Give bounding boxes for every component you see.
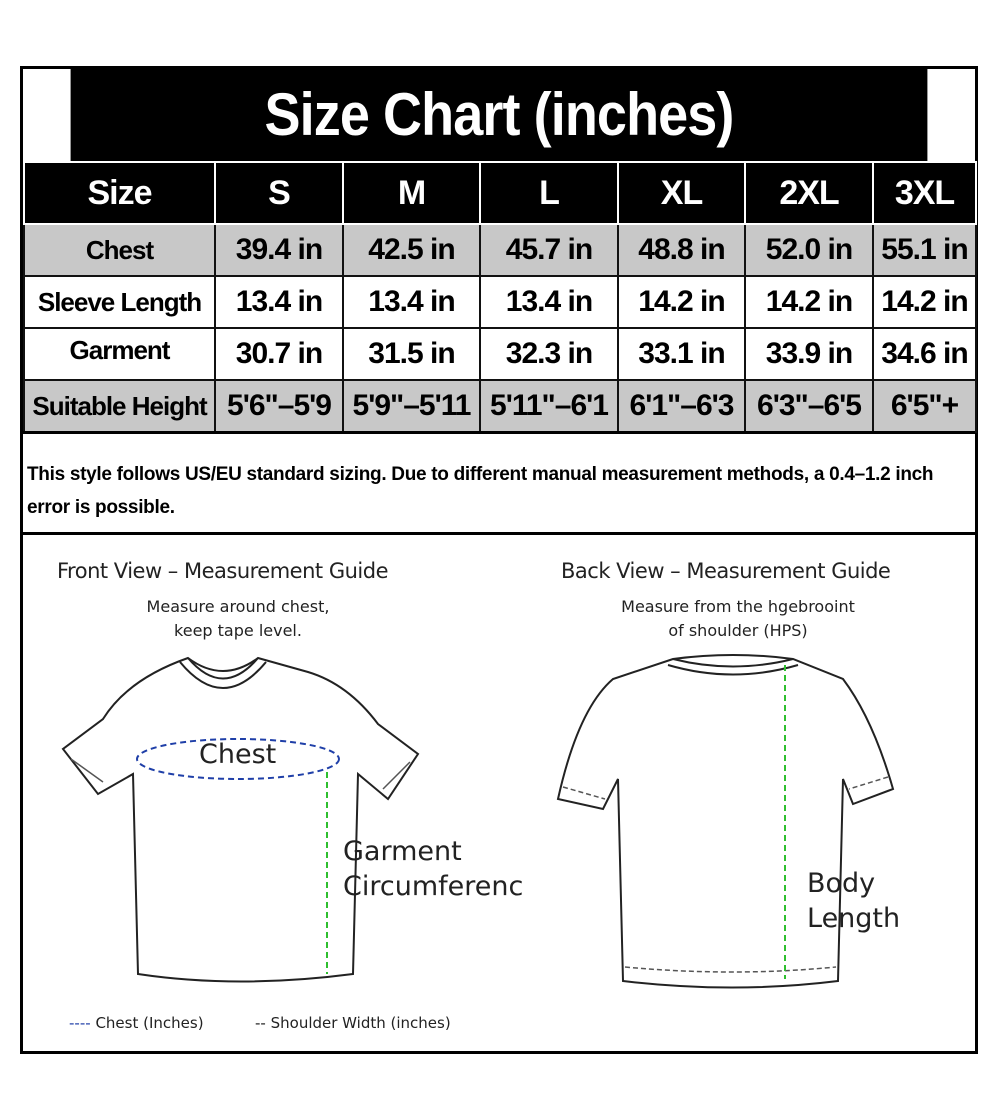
header-cell: L (479, 161, 619, 225)
cell: 33.1 in (617, 327, 746, 381)
cell: 13.4 in (479, 275, 619, 329)
table-row: Sleeve Length 13.4 in 13.4 in 13.4 in 14… (23, 275, 977, 329)
table-row: Chest 39.4 in 42.5 in 45.7 in 48.8 in 52… (23, 223, 977, 277)
cell: 39.4 in (214, 223, 344, 277)
label-line: Length (807, 903, 901, 934)
row-label: Suitable Height (23, 379, 216, 433)
cell: 14.2 in (617, 275, 746, 329)
header-cell: Size (23, 161, 216, 225)
row-label: Garment (23, 327, 216, 381)
black-dash-icon: -- (255, 1014, 266, 1032)
back-view-title: Back View – Measurement Guide (561, 559, 891, 583)
size-table: Size S M L XL 2XL 3XL Chest 39.4 in 42.5… (23, 161, 977, 433)
table-row: Garment 30.7 in 31.5 in 32.3 in 33.1 in … (23, 327, 977, 381)
cell: 33.9 in (744, 327, 874, 381)
legend-label: Chest (Inches) (95, 1014, 204, 1032)
instruction-line: Measure around chest, (146, 597, 330, 616)
cell: 42.5 in (342, 223, 481, 277)
label-line: Body (807, 868, 876, 899)
cell: 6'5"+ (872, 379, 977, 433)
cell: 55.1 in (872, 223, 977, 277)
cell: 48.8 in (617, 223, 746, 277)
garment-circumference-label: Garment Circumferenc (343, 834, 523, 904)
cell: 13.4 in (342, 275, 481, 329)
legend-shoulder: -- Shoulder Width (inches) (255, 1014, 451, 1032)
cell: 6'1"–6'3 (617, 379, 746, 433)
table-row: Suitable Height 5'6"–5'9 5'9"–5'11 5'11"… (23, 379, 977, 433)
cell: 31.5 in (342, 327, 481, 381)
header-cell: S (214, 161, 344, 225)
header-cell: XL (617, 161, 746, 225)
cell: 45.7 in (479, 223, 619, 277)
header-row: Size S M L XL 2XL 3XL (23, 161, 977, 225)
cell: 14.2 in (744, 275, 874, 329)
label-line: Garment (343, 836, 462, 867)
cell: 34.6 in (872, 327, 977, 381)
cell: 30.7 in (214, 327, 344, 381)
cell: 6'3"–6'5 (744, 379, 874, 433)
sizing-note: This style follows US/EU standard sizing… (23, 431, 975, 535)
cell: 5'11"–6'1 (479, 379, 619, 433)
front-view-title: Front View – Measurement Guide (57, 559, 389, 583)
instruction-line: of shoulder (HPS) (668, 621, 808, 640)
header-cell: 2XL (744, 161, 874, 225)
instruction-line: Measure from the hgebrooint (621, 597, 855, 616)
chart-title: Size Chart (inches) (70, 69, 928, 161)
label-line: Circumferenc (343, 871, 524, 902)
instruction-line: keep tape level. (174, 621, 302, 640)
cell: 32.3 in (479, 327, 619, 381)
cell: 5'6"–5'9 (214, 379, 344, 433)
row-label: Sleeve Length (23, 275, 216, 329)
cell: 52.0 in (744, 223, 874, 277)
legend-label: Shoulder Width (inches) (270, 1014, 451, 1032)
header-cell: M (342, 161, 481, 225)
legend-chest: ---- Chest (Inches) (69, 1014, 204, 1032)
front-instruction: Measure around chest, keep tape level. (113, 595, 363, 643)
size-chart: Size Chart (inches) Size S M L XL 2XL 3X… (20, 66, 978, 1054)
chest-label: Chest (199, 739, 277, 770)
body-length-label: Body Length (807, 866, 900, 936)
cell: 13.4 in (214, 275, 344, 329)
cell: 14.2 in (872, 275, 977, 329)
back-instruction: Measure from the hgebrooint of shoulder (… (593, 595, 883, 643)
blue-dash-icon: ---- (69, 1014, 91, 1032)
cell: 5'9"–5'11 (342, 379, 481, 433)
row-label: Chest (23, 223, 216, 277)
header-cell: 3XL (872, 161, 977, 225)
front-tshirt-illustration (61, 656, 420, 983)
back-tshirt-illustration (556, 654, 895, 989)
